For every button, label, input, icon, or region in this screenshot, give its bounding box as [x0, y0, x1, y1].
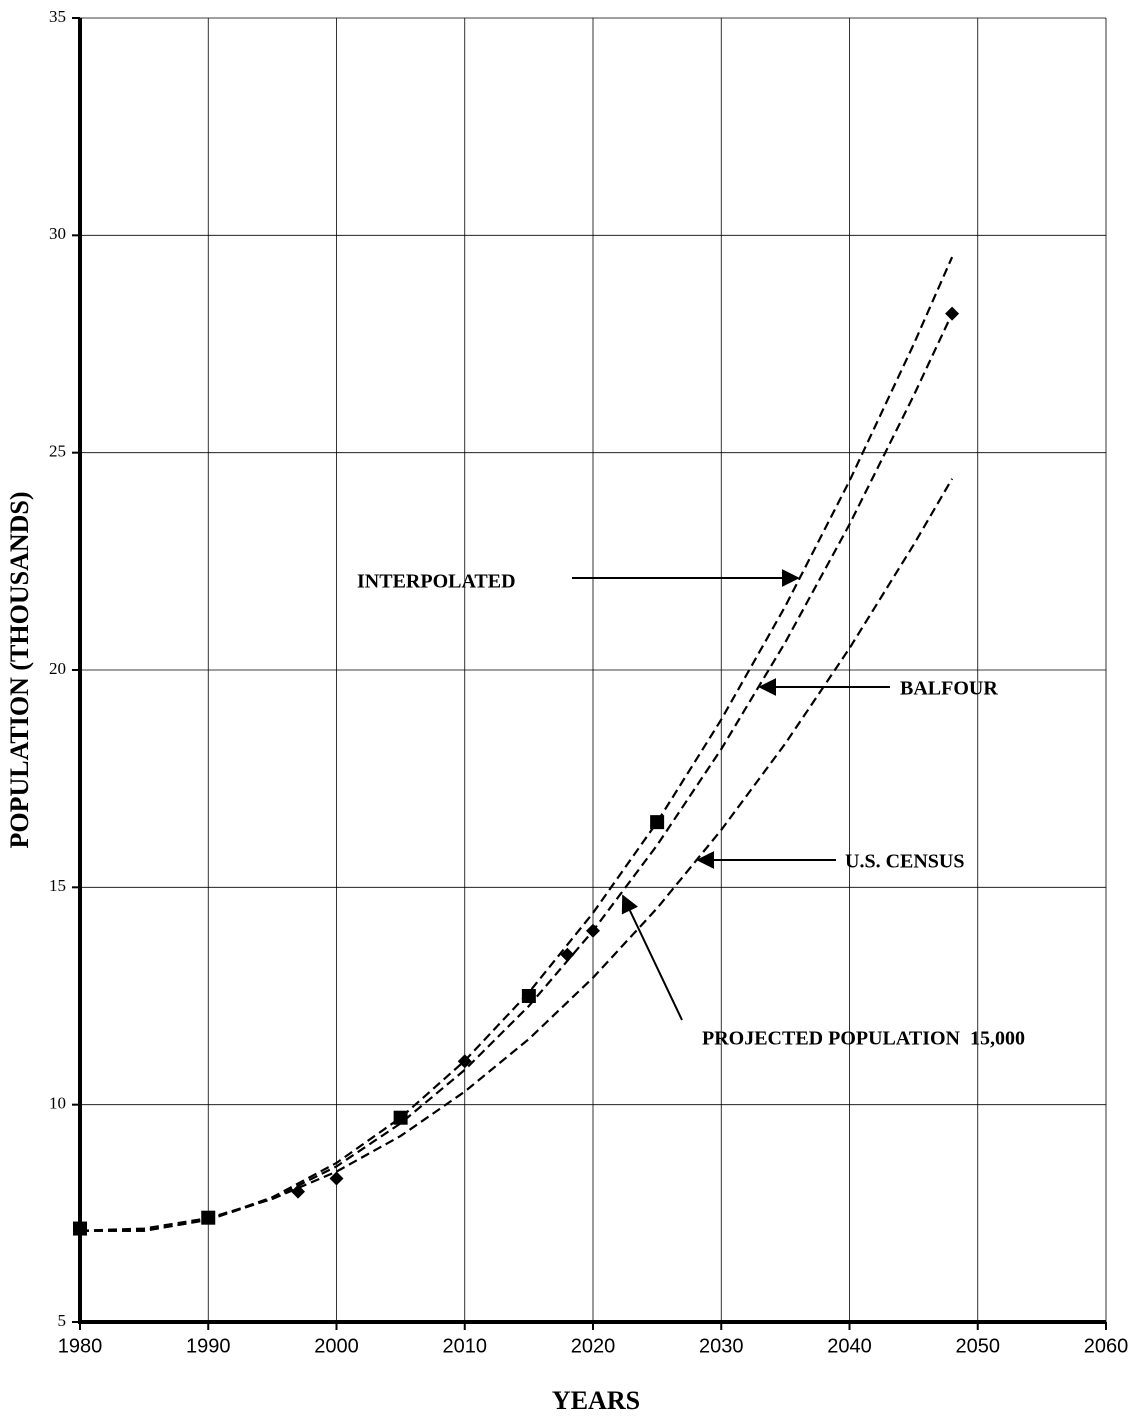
annotation: U.S. CENSUS — [845, 851, 964, 873]
diamond-marker — [560, 947, 575, 962]
square-marker — [521, 989, 536, 1003]
x-tick-label: 2000 — [314, 1335, 359, 1357]
x-axis-label: YEARS — [552, 1386, 640, 1415]
square-marker — [201, 1210, 216, 1225]
annotation: BALFOUR — [900, 678, 998, 700]
diamond-marker — [945, 306, 960, 321]
y-tick-label: 15 — [49, 876, 66, 895]
diamond-marker — [586, 923, 600, 938]
x-tick-label: 2030 — [699, 1335, 744, 1357]
trend-line — [79, 478, 954, 1232]
square-marker — [650, 815, 665, 830]
y-tick-label: 30 — [49, 224, 66, 243]
annotation: PROJECTED POPULATION 15,000 — [702, 1028, 1025, 1050]
x-tick-label: 2020 — [571, 1335, 616, 1357]
y-tick-label: 25 — [49, 442, 66, 461]
trend-line — [80, 256, 954, 1232]
y-tick-label: 5 — [58, 1311, 67, 1330]
x-tick-label: 2060 — [1084, 1335, 1129, 1357]
square-marker — [73, 1221, 87, 1236]
diamond-marker — [291, 1184, 306, 1199]
x-tick-label: 2050 — [956, 1335, 1001, 1357]
square-marker — [393, 1110, 408, 1125]
annotation: INTERPOLATED — [357, 571, 516, 593]
diamond-marker — [457, 1054, 472, 1069]
trend-line — [80, 313, 954, 1232]
y-axis-label: POPULATION (THOUSANDS) — [5, 491, 34, 848]
y-tick-label: 20 — [49, 659, 66, 678]
x-tick-label: 1980 — [58, 1335, 103, 1357]
y-tick-label: 10 — [49, 1094, 66, 1113]
annotation-arrow — [621, 894, 683, 1021]
diamond-marker — [329, 1171, 344, 1186]
x-tick-label: 1990 — [186, 1335, 231, 1357]
x-tick-label: 2010 — [443, 1335, 488, 1357]
x-tick-label: 2040 — [827, 1335, 872, 1357]
y-tick-label: 35 — [49, 7, 66, 26]
